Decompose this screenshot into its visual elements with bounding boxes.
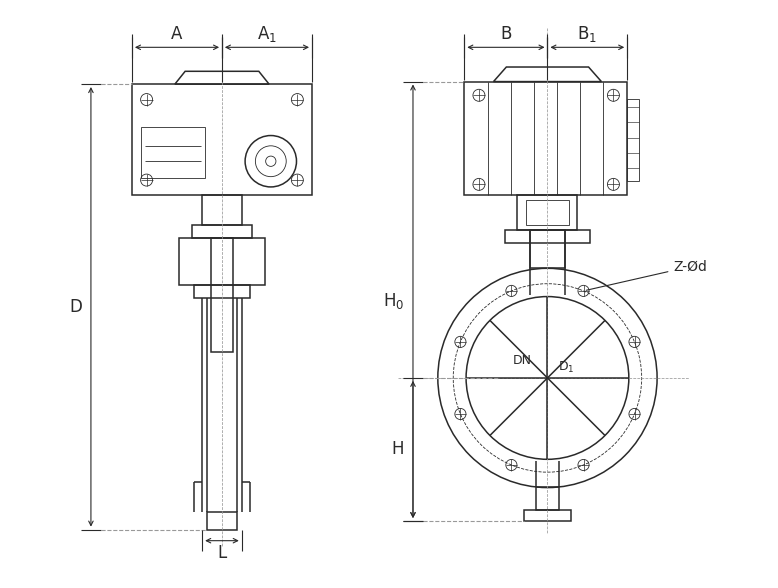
Text: A$_1$: A$_1$ [257, 25, 277, 45]
Bar [517, 195, 577, 230]
Bar [192, 225, 252, 238]
Bar [211, 238, 233, 352]
Bar [179, 238, 265, 285]
Bar [505, 230, 591, 243]
Text: D: D [69, 298, 82, 316]
Bar [531, 230, 565, 268]
Text: A: A [171, 25, 183, 44]
Text: H$_0$: H$_0$ [384, 291, 405, 311]
Text: DN: DN [512, 355, 531, 368]
Bar [627, 99, 639, 181]
Text: B: B [500, 25, 512, 44]
Text: D$_1$: D$_1$ [558, 360, 574, 375]
Text: H: H [391, 440, 404, 459]
Text: B$_1$: B$_1$ [577, 25, 598, 45]
Bar [194, 285, 251, 298]
Bar [526, 200, 569, 225]
Bar [524, 510, 570, 521]
Bar [132, 84, 312, 195]
Bar [202, 195, 242, 225]
Bar [208, 512, 237, 530]
Bar [464, 82, 627, 195]
Text: L: L [217, 544, 226, 562]
Bar [536, 487, 559, 510]
Bar [141, 127, 205, 178]
Text: Z-Ød: Z-Ød [586, 259, 707, 290]
